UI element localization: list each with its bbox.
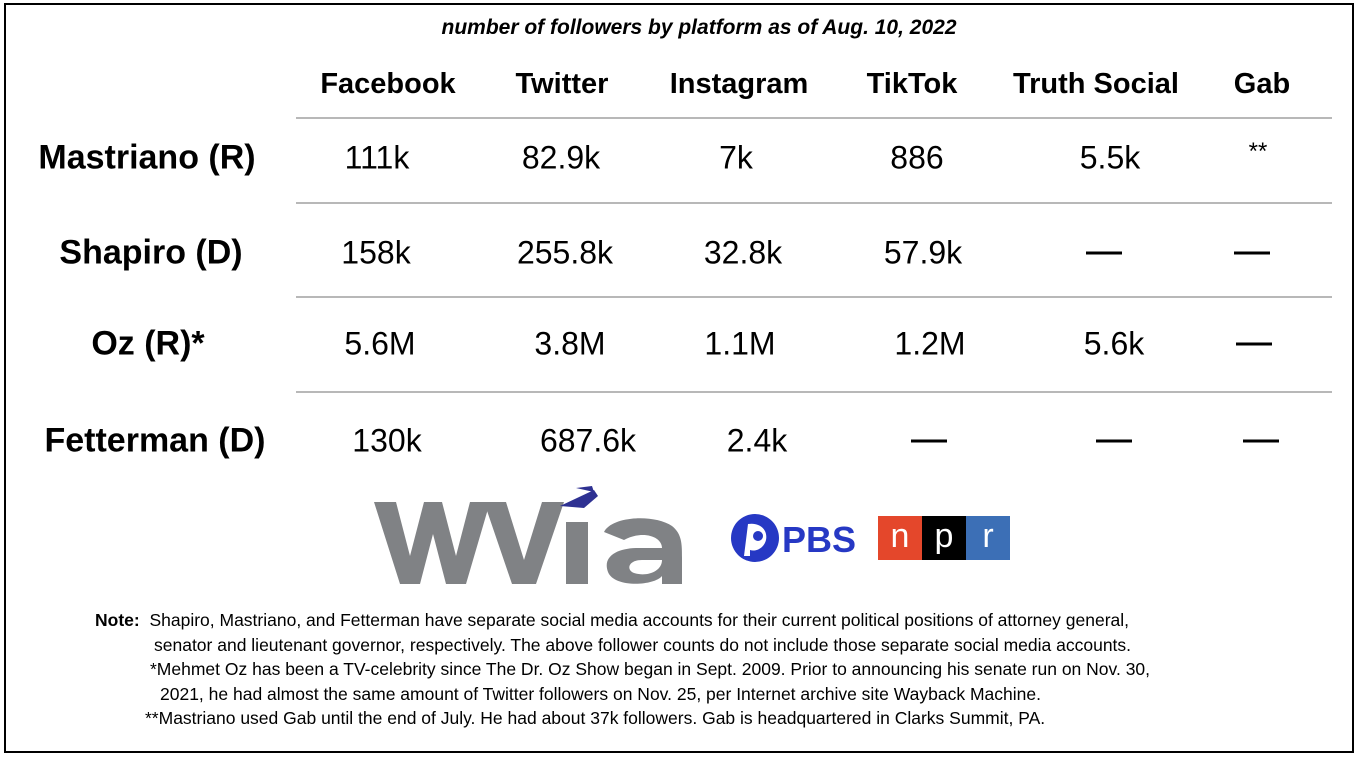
note-line-5: **Mastriano used Gab until the end of Ju…: [145, 708, 1046, 728]
table-cell: 111k: [344, 139, 410, 176]
pbs-wordmark: PBS: [782, 519, 856, 560]
table-cell-empty: [1243, 439, 1279, 443]
row-divider: [296, 202, 1332, 204]
table-cell: 1.2M: [894, 325, 966, 362]
npr-r-block: r: [966, 516, 1010, 560]
table-cell-empty: [911, 439, 947, 443]
table-cell-empty: [1086, 251, 1122, 255]
npr-n-block: n: [878, 516, 922, 560]
row-divider: [296, 296, 1332, 298]
table-cell: 5.5k: [1079, 139, 1141, 176]
column-header-twitter: Twitter: [515, 68, 609, 100]
chart-subtitle: number of followers by platform as of Au…: [441, 16, 957, 39]
table-cell: 3.8M: [534, 325, 606, 362]
table-cell: 158k: [341, 234, 411, 271]
table-cell: 2.4k: [726, 422, 788, 459]
table-cell: 130k: [352, 422, 422, 459]
chart-frame: [4, 3, 1354, 753]
table-cell-empty: [1234, 251, 1270, 255]
note-text-1: Shapiro, Mastriano, and Fetterman have s…: [149, 610, 1130, 630]
table-cell: 7k: [719, 139, 753, 176]
npr-logo: n p r: [878, 516, 1010, 560]
column-header-gab: Gab: [1233, 68, 1291, 100]
note-line-1: Note: Shapiro, Mastriano, and Fetterman …: [95, 608, 1129, 633]
table-cell: 82.9k: [521, 139, 601, 176]
row-header-fetterman-d: Fetterman (D): [44, 421, 266, 460]
table-cell-empty: [1096, 439, 1132, 443]
table-cell: 5.6k: [1083, 325, 1145, 362]
table-cell: 32.8k: [703, 234, 783, 271]
row-header-oz-r: Oz (R)*: [91, 324, 205, 363]
row-divider: [296, 117, 1332, 119]
table-cell: **: [1248, 138, 1268, 165]
column-header-truth-social: Truth Social: [1013, 68, 1179, 100]
row-header-shapiro-d: Shapiro (D): [59, 233, 243, 272]
footnotes: Note: Shapiro, Mastriano, and Fetterman …: [95, 608, 1150, 731]
note-label: Note:: [95, 610, 140, 630]
row-divider: [296, 391, 1332, 393]
note-line-2: senator and lieutenant governor, respect…: [154, 634, 1132, 655]
table-cell: 1.1M: [704, 325, 776, 362]
note-line-4: 2021, he had almost the same amount of T…: [160, 683, 1041, 704]
pbs-logo: PBS: [731, 514, 856, 562]
note-line-3: *Mehmet Oz has been a TV-celebrity since…: [150, 659, 1151, 679]
npr-p-block: p: [922, 516, 966, 560]
row-header-mastriano-r: Mastriano (R): [38, 138, 256, 177]
table-cell: 886: [890, 139, 944, 176]
table-cell: 255.8k: [516, 234, 614, 271]
wvia-logo: [374, 486, 682, 584]
column-header-instagram: Instagram: [669, 68, 809, 100]
table-cell: 57.9k: [883, 234, 963, 271]
table-cell: 5.6M: [344, 325, 416, 362]
table-cell: 687.6k: [539, 422, 637, 459]
column-header-tiktok: TikTok: [866, 68, 958, 100]
table-cell-empty: [1236, 342, 1272, 346]
column-header-facebook: Facebook: [320, 68, 456, 100]
